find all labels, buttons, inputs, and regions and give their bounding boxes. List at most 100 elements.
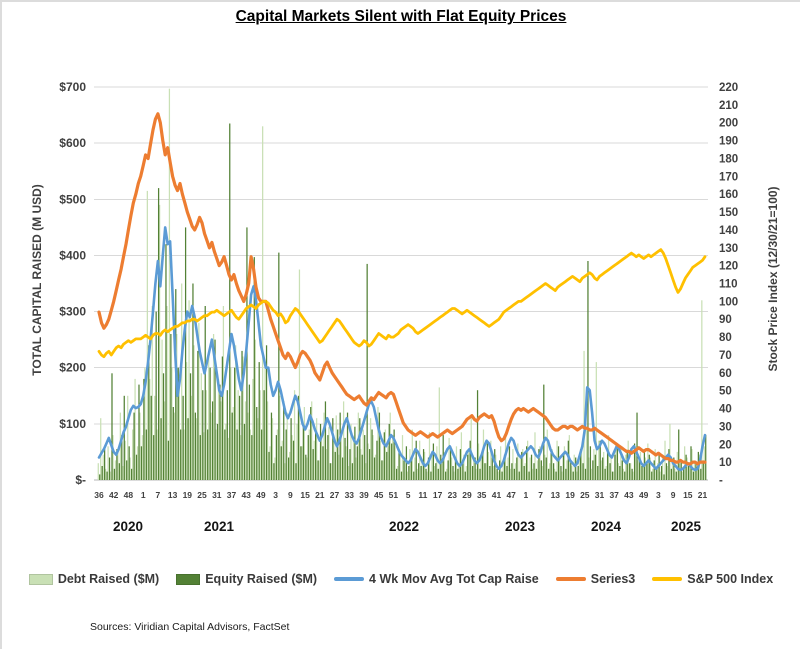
svg-text:39: 39 bbox=[359, 490, 369, 500]
svg-text:37: 37 bbox=[227, 490, 237, 500]
svg-text:3: 3 bbox=[656, 490, 661, 500]
svg-text:48: 48 bbox=[124, 490, 134, 500]
svg-text:42: 42 bbox=[109, 490, 119, 500]
legend-item-moving-average: 4 Wk Mov Avg Tot Cap Raise bbox=[334, 572, 539, 586]
svg-text:140: 140 bbox=[719, 225, 738, 237]
svg-text:1: 1 bbox=[141, 490, 146, 500]
svg-text:35: 35 bbox=[477, 490, 487, 500]
svg-text:33: 33 bbox=[345, 490, 355, 500]
svg-text:15: 15 bbox=[300, 490, 310, 500]
svg-text:180: 180 bbox=[719, 154, 738, 166]
svg-text:37: 37 bbox=[609, 490, 619, 500]
sources-note: Sources: Viridian Capital Advisors, Fact… bbox=[90, 621, 290, 633]
svg-text:41: 41 bbox=[492, 490, 502, 500]
svg-text:90: 90 bbox=[719, 314, 732, 326]
svg-text:13: 13 bbox=[168, 490, 178, 500]
svg-text:21: 21 bbox=[698, 490, 708, 500]
svg-text:21: 21 bbox=[315, 490, 325, 500]
svg-text:43: 43 bbox=[624, 490, 634, 500]
svg-text:47: 47 bbox=[506, 490, 516, 500]
svg-text:11: 11 bbox=[418, 490, 427, 500]
svg-text:40: 40 bbox=[719, 404, 732, 416]
svg-text:31: 31 bbox=[212, 490, 222, 500]
svg-text:45: 45 bbox=[374, 490, 384, 500]
svg-text:36: 36 bbox=[94, 490, 104, 500]
legend-swatch-debt-raised bbox=[28, 573, 53, 585]
svg-text:190: 190 bbox=[719, 136, 738, 148]
svg-text:23: 23 bbox=[448, 490, 458, 500]
svg-text:9: 9 bbox=[288, 490, 293, 500]
svg-text:60: 60 bbox=[719, 368, 732, 380]
svg-text:13: 13 bbox=[551, 490, 561, 500]
legend-swatch-moving-average bbox=[334, 577, 365, 581]
svg-text:$200: $200 bbox=[59, 361, 86, 375]
svg-text:170: 170 bbox=[719, 171, 738, 183]
legend-swatch-sp500 bbox=[652, 577, 683, 581]
svg-text:$300: $300 bbox=[59, 305, 86, 319]
svg-text:160: 160 bbox=[719, 189, 738, 201]
legend-item-equity-raised: Equity Raised ($M) bbox=[176, 572, 317, 586]
svg-text:210: 210 bbox=[719, 100, 738, 112]
svg-text:110: 110 bbox=[719, 279, 738, 291]
svg-text:2024: 2024 bbox=[591, 519, 622, 534]
svg-text:43: 43 bbox=[241, 490, 251, 500]
svg-text:1: 1 bbox=[524, 490, 529, 500]
chart-title-text: Capital Markets Silent with Flat Equity … bbox=[235, 8, 567, 25]
svg-text:3: 3 bbox=[273, 490, 278, 500]
svg-text:17: 17 bbox=[433, 490, 443, 500]
svg-text:50: 50 bbox=[719, 386, 732, 398]
chart-title: Capital Markets Silent with Flat Equity … bbox=[2, 8, 800, 26]
svg-text:29: 29 bbox=[462, 490, 472, 500]
svg-text:130: 130 bbox=[719, 243, 738, 255]
svg-text:20: 20 bbox=[719, 439, 732, 451]
svg-text:19: 19 bbox=[565, 490, 575, 500]
svg-text:49: 49 bbox=[639, 490, 649, 500]
plot-area: $700 $600 $500 $400 $300 $200 $100 $- 220 210 200 1… bbox=[59, 80, 738, 534]
svg-text:$-: $- bbox=[75, 473, 86, 487]
svg-text:7: 7 bbox=[156, 490, 161, 500]
legend-swatch-series3 bbox=[555, 577, 586, 581]
svg-text:51: 51 bbox=[389, 490, 399, 500]
legend-label-debt-raised: Debt Raised ($M) bbox=[57, 572, 160, 586]
svg-text:100: 100 bbox=[719, 296, 738, 308]
legend-item-debt-raised: Debt Raised ($M) bbox=[28, 572, 160, 586]
svg-text:5: 5 bbox=[406, 490, 411, 500]
legend-item-series3: Series3 bbox=[555, 572, 636, 586]
svg-text:7: 7 bbox=[538, 490, 543, 500]
svg-text:120: 120 bbox=[719, 261, 738, 273]
svg-text:10: 10 bbox=[719, 457, 732, 469]
svg-text:2025: 2025 bbox=[671, 519, 702, 534]
legend-swatch-equity-raised bbox=[176, 573, 201, 585]
svg-text:31: 31 bbox=[595, 490, 605, 500]
legend-label-series3: Series3 bbox=[590, 572, 636, 586]
legend-label-equity-raised: Equity Raised ($M) bbox=[205, 572, 318, 586]
svg-text:220: 220 bbox=[719, 82, 738, 94]
svg-text:150: 150 bbox=[719, 207, 738, 219]
svg-text:2021: 2021 bbox=[204, 519, 235, 534]
legend-label-moving-average: 4 Wk Mov Avg Tot Cap Raise bbox=[369, 572, 539, 586]
svg-text:25: 25 bbox=[197, 490, 207, 500]
svg-text:$600: $600 bbox=[59, 136, 86, 150]
svg-text:9: 9 bbox=[671, 490, 676, 500]
svg-text:25: 25 bbox=[580, 490, 590, 500]
svg-text:30: 30 bbox=[719, 421, 732, 433]
legend-label-sp500: S&P 500 Index bbox=[687, 572, 774, 586]
svg-text:2020: 2020 bbox=[113, 519, 143, 534]
svg-text:2022: 2022 bbox=[389, 519, 419, 534]
svg-text:80: 80 bbox=[719, 332, 732, 344]
svg-text:$400: $400 bbox=[59, 248, 86, 262]
svg-text:70: 70 bbox=[719, 350, 732, 362]
svg-text:200: 200 bbox=[719, 118, 738, 130]
svg-text:19: 19 bbox=[183, 490, 193, 500]
svg-text:2023: 2023 bbox=[505, 519, 536, 534]
svg-text:27: 27 bbox=[330, 490, 340, 500]
svg-text:$100: $100 bbox=[59, 417, 86, 431]
svg-text:15: 15 bbox=[683, 490, 693, 500]
svg-text:$500: $500 bbox=[59, 192, 86, 206]
legend-item-sp500: S&P 500 Index bbox=[652, 572, 773, 586]
svg-text:-: - bbox=[719, 475, 723, 487]
chart-legend: Debt Raised ($M) Equity Raised ($M) 4 Wk… bbox=[2, 572, 800, 586]
svg-text:$700: $700 bbox=[59, 80, 86, 94]
svg-text:49: 49 bbox=[256, 490, 266, 500]
